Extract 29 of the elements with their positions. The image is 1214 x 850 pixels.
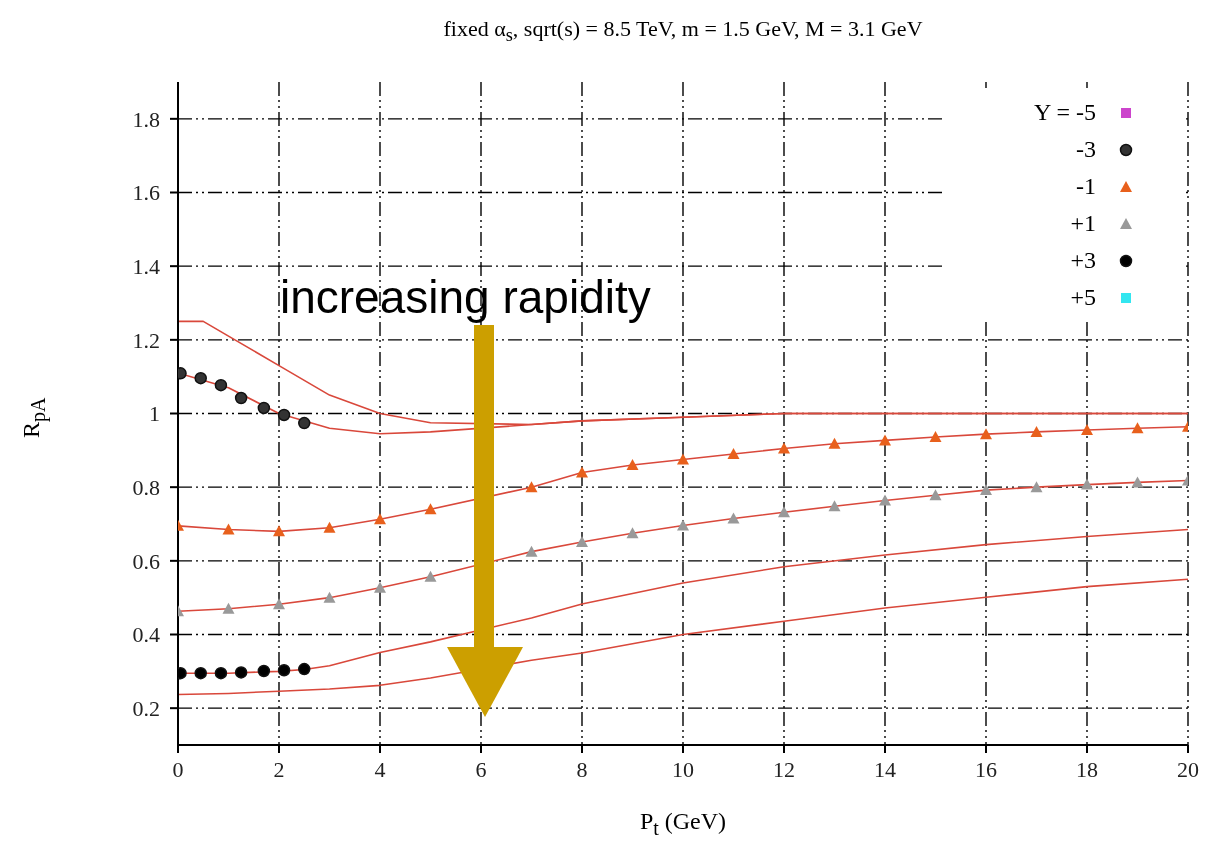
- y-tick-label: 1.2: [132, 327, 160, 353]
- legend-label: -3: [1075, 136, 1096, 163]
- x-tick-label: 14: [874, 756, 896, 782]
- y-tick-label: 0.6: [132, 548, 160, 574]
- x-tick-label: 10: [672, 756, 694, 782]
- chart-title: fixed α$_{s}$, sqrt(s) = 8.5 TeV, m = 1.5 GeV, M = 3.1 GeV: [442, 16, 924, 47]
- x-tick-label: 16: [975, 756, 997, 782]
- annotation: increasing rapidity: [280, 270, 651, 324]
- y-tick-label: 1.4: [132, 253, 160, 279]
- y-tick-label: 1.8: [132, 106, 160, 132]
- legend-label: +5: [1069, 284, 1096, 311]
- y-tick-label: 0.8: [132, 474, 160, 500]
- y-tick-label: 1: [149, 401, 160, 427]
- x-tick-label: 0: [172, 756, 184, 782]
- legend-label: +1: [1069, 210, 1096, 237]
- y-tick-label: 1.6: [132, 180, 160, 206]
- legend-label: Y = -5: [1033, 99, 1096, 126]
- legend-label: -1: [1075, 173, 1096, 200]
- x-tick-label: 12: [773, 756, 795, 782]
- legend-label: +3: [1069, 247, 1096, 274]
- x-tick-label: 2: [273, 756, 285, 782]
- x-tick-label: 20: [1177, 756, 1199, 782]
- x-axis-title: P$_{t}$ (GeV): [638, 808, 728, 840]
- x-tick-label: 6: [475, 756, 487, 782]
- y-tick-label: 0.2: [132, 695, 160, 721]
- x-tick-label: 8: [576, 756, 588, 782]
- x-tick-label: 4: [374, 756, 386, 782]
- y-tick-label: 0.4: [132, 622, 160, 648]
- x-tick-label: 18: [1076, 756, 1098, 782]
